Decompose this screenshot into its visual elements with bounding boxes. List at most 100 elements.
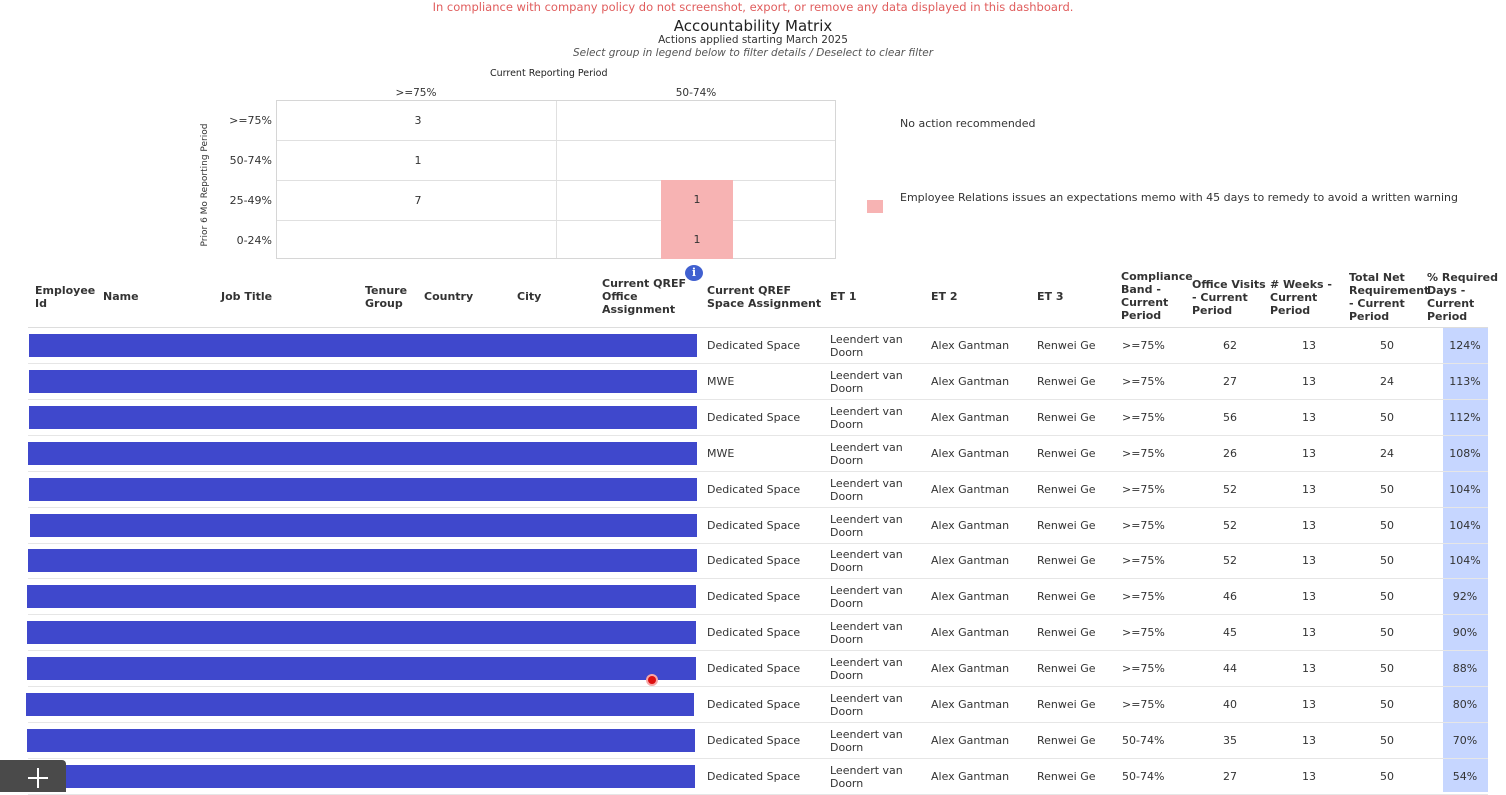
- info-icon[interactable]: i: [685, 265, 703, 281]
- legend-no-action[interactable]: No action recommended: [900, 117, 1036, 130]
- cell-requirement: 50: [1380, 339, 1394, 352]
- header-name[interactable]: Name: [103, 290, 139, 303]
- cell-pct: 104%: [1449, 554, 1481, 568]
- cell-et1: Leendert van Doorn: [830, 440, 903, 467]
- matrix-row-label: 0-24%: [236, 234, 272, 247]
- table-row[interactable]: Dedicated Space Leendert van Doorn Alex Ga…: [0, 759, 1506, 795]
- table-row[interactable]: MWE Leendert van Doorn Alex Gantman Renwei …: [0, 436, 1506, 472]
- header-tenure-group[interactable]: Tenure Group: [365, 284, 408, 310]
- cell-weeks: 13: [1302, 733, 1316, 747]
- header-city[interactable]: City: [517, 290, 542, 303]
- matrix-cell[interactable]: 3: [382, 101, 454, 140]
- cell-et2: Alex Gantman: [931, 374, 1010, 388]
- table-row[interactable]: Dedicated Space Leendert van Doorn Alex Ga…: [0, 651, 1506, 688]
- cell-visits: 52: [1223, 554, 1237, 568]
- header-office-assignment[interactable]: Current QREF Office Assignment: [602, 277, 686, 316]
- cell-et2: Alex Gantman: [931, 482, 1010, 496]
- table-row[interactable]: Dedicated Space Leendert van Doorn Alex Ga…: [0, 579, 1506, 616]
- cell-pct: 104%: [1449, 518, 1481, 532]
- legend-memo-swatch[interactable]: [867, 200, 883, 213]
- cell-et1: Leendert van Doorn: [830, 727, 903, 754]
- matrix-cell[interactable]: 1: [661, 220, 733, 259]
- header-job-title[interactable]: Job Title: [221, 290, 273, 303]
- cell-band: >=75%: [1122, 446, 1165, 460]
- header-et3[interactable]: ET 3: [1037, 290, 1064, 303]
- table-row[interactable]: Dedicated Space Leendert van Doorn Alex Ga…: [0, 687, 1506, 723]
- cell-visits: 62: [1223, 339, 1237, 352]
- cell-weeks: 13: [1302, 518, 1316, 532]
- redacted-block: [28, 764, 695, 788]
- redacted-block: [29, 334, 697, 357]
- redacted-block: [29, 405, 697, 429]
- plus-icon: [28, 768, 48, 788]
- cell-band: >=75%: [1122, 626, 1165, 640]
- table-row[interactable]: Dedicated Space Leendert van Doorn Alex Ga…: [0, 400, 1506, 436]
- cell-visits: 46: [1223, 590, 1237, 604]
- header-compliance-band[interactable]: Compliance Band - Current Period: [1121, 270, 1193, 322]
- header-net-requirement[interactable]: Total Net Requirement - Current Period: [1349, 271, 1430, 323]
- cell-et2: Alex Gantman: [931, 733, 1010, 747]
- cell-pct: 88%: [1452, 662, 1478, 676]
- cell-pct: 80%: [1452, 698, 1478, 711]
- cell-band: >=75%: [1122, 590, 1165, 604]
- pct-column-highlight: [1443, 328, 1488, 792]
- cell-requirement: 24: [1380, 374, 1394, 388]
- header-et1[interactable]: ET 1: [830, 290, 857, 303]
- add-button[interactable]: [0, 760, 66, 792]
- cell-weeks: 13: [1302, 339, 1316, 352]
- table-row[interactable]: MWE Leendert van Doorn Alex Gantman Renwei …: [0, 364, 1506, 400]
- header-space-assignment[interactable]: Current QREF Space Assignment: [707, 284, 822, 310]
- table-row[interactable]: Dedicated Space Leendert van Doorn Alex Ga…: [0, 723, 1506, 759]
- cell-et2: Alex Gantman: [931, 626, 1010, 640]
- matrix-cell[interactable]: 7: [382, 181, 454, 220]
- cell-space: MWE: [707, 374, 735, 388]
- matrix-cell[interactable]: 1: [382, 141, 454, 180]
- matrix-cell[interactable]: 1: [661, 180, 733, 220]
- header-weeks[interactable]: # Weeks - Current Period: [1270, 278, 1332, 317]
- cell-band: >=75%: [1122, 482, 1165, 496]
- table-row[interactable]: Dedicated Space Leendert van Doorn Alex Ga…: [0, 508, 1506, 544]
- cell-pct: 92%: [1452, 590, 1478, 604]
- cell-space: Dedicated Space: [707, 733, 801, 747]
- matrix-column-header: 50-74%: [675, 87, 717, 99]
- filter-instruction: Select group in legend below to filter d…: [572, 47, 934, 59]
- table-row[interactable]: Dedicated Space Leendert van Doorn Alex Ga…: [0, 543, 1506, 580]
- cell-visits: 56: [1223, 410, 1237, 424]
- cell-visits: 45: [1223, 626, 1237, 640]
- redacted-block: [27, 657, 696, 681]
- cell-band: >=75%: [1122, 339, 1165, 352]
- redacted-block: [28, 441, 697, 465]
- matrix-column-header: >=75%: [395, 87, 437, 99]
- table-row[interactable]: Dedicated Space Leendert van Doorn Alex Ga…: [0, 472, 1506, 508]
- cell-visits: 40: [1223, 698, 1237, 711]
- cell-et3: Renwei Ge: [1037, 339, 1096, 352]
- redacted-block: [29, 477, 697, 501]
- header-country[interactable]: Country: [424, 290, 474, 303]
- cell-et3: Renwei Ge: [1037, 518, 1096, 532]
- cell-weeks: 13: [1302, 626, 1316, 640]
- cell-pct: 54%: [1452, 769, 1478, 783]
- cell-et3: Renwei Ge: [1037, 698, 1096, 711]
- header-pct-required[interactable]: % Required Days - Current Period: [1427, 271, 1499, 323]
- header-office-visits[interactable]: Office Visits - Current Period: [1192, 278, 1266, 317]
- dashboard-title: Accountability Matrix: [673, 17, 833, 35]
- cell-et2: Alex Gantman: [931, 662, 1010, 676]
- redacted-block: [28, 549, 697, 573]
- header-employee-id[interactable]: Employee Id: [35, 284, 96, 310]
- cell-requirement: 50: [1380, 410, 1394, 424]
- table-row[interactable]: Dedicated Space Leendert van Doorn Alex Ga…: [0, 328, 1506, 364]
- cell-weeks: 13: [1302, 482, 1316, 496]
- cell-weeks: 13: [1302, 554, 1316, 568]
- cell-et2: Alex Gantman: [931, 698, 1010, 711]
- cell-pct: 70%: [1452, 733, 1478, 747]
- cell-space: Dedicated Space: [707, 410, 801, 424]
- header-et2[interactable]: ET 2: [931, 290, 958, 303]
- table-row[interactable]: Dedicated Space Leendert van Doorn Alex Ga…: [0, 615, 1506, 652]
- cell-et1: Leendert van Doorn: [830, 548, 903, 575]
- cell-space: Dedicated Space: [707, 554, 801, 568]
- cell-pct: 113%: [1449, 374, 1481, 388]
- cell-space: Dedicated Space: [707, 769, 801, 783]
- legend-memo[interactable]: Employee Relations issues an expectation…: [900, 191, 1458, 204]
- matrix-row-label: >=75%: [229, 114, 272, 127]
- cell-visits: 26: [1223, 446, 1237, 460]
